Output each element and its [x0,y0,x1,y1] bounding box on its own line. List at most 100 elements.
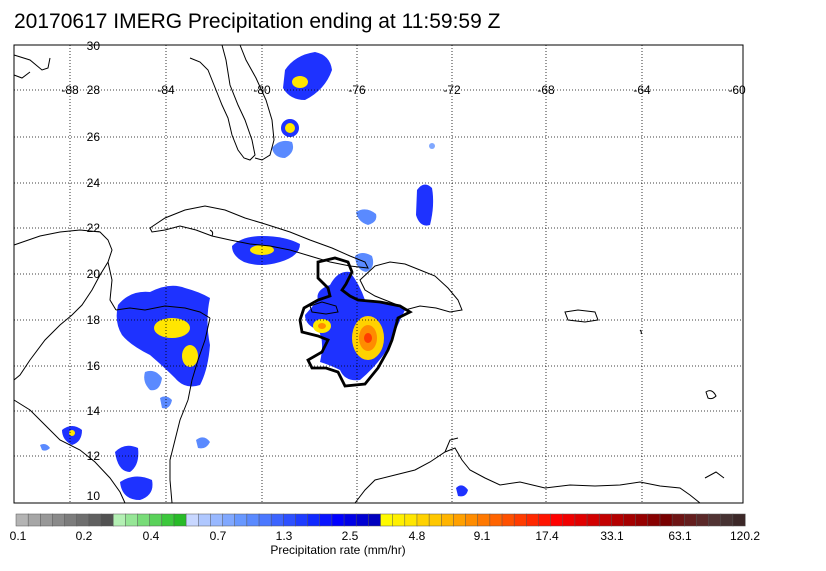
colorbar-tick: 0.2 [76,529,93,543]
colorbar-swatch [125,513,139,527]
colorbar-swatch [404,513,418,527]
colorbar-swatch [40,513,53,527]
lat-label: 22 [87,221,101,235]
lat-label: 12 [87,449,101,463]
colorbar-swatch [258,513,272,527]
lon-label: -64 [633,83,651,97]
map-frame [13,44,744,504]
colorbar-label: Precipitation rate (mm/hr) [270,543,405,557]
lon-label: -88 [61,83,79,97]
colorbar-swatch [88,513,102,527]
colorbar-swatch [416,513,430,527]
colorbar-tick-labels: 0.1 0.2 0.4 0.7 1.3 2.5 4.8 9.1 17.4 33.… [10,529,761,557]
colorbar-swatch [343,513,357,527]
colorbar-tick: 9.1 [474,529,491,543]
colorbar-swatch [52,513,66,527]
colorbar-tick: 17.4 [535,529,559,543]
colorbar-tick: 120.2 [730,529,760,543]
colorbar-swatch [477,513,491,527]
colorbar-swatch [489,513,503,527]
colorbar-swatch [696,513,710,527]
colorbar-swatch [112,513,126,527]
colorbar-swatch [501,513,515,527]
colorbar-swatch [465,513,479,527]
colorbar-swatch [319,513,333,527]
colorbar-swatch [149,513,163,527]
colorbar-tick: 0.7 [210,529,227,543]
colorbar-swatch [64,513,78,527]
precipitation-fields [40,52,468,500]
lat-label: 28 [87,83,101,97]
colorbar-swatch [526,513,539,527]
colorbar-swatch [453,513,467,527]
colorbar-swatch [355,513,369,527]
colorbar-swatch [732,513,746,527]
colorbar-swatch [234,513,248,527]
colorbar-swatch [210,513,224,527]
lon-label: -80 [253,83,271,97]
colorbar-swatch [185,513,199,527]
colorbar-swatch [659,513,673,527]
lon-label: -60 [728,83,746,97]
colorbar-swatch [283,513,296,527]
colorbar-swatch [368,513,382,527]
lon-label: -68 [537,83,555,97]
colorbar-swatch [307,513,321,527]
colorbar-swatch [684,513,697,527]
lon-label: -84 [157,83,175,97]
lat-label: 14 [87,404,101,418]
lat-label: 16 [87,359,101,373]
colorbar-swatch [137,513,151,527]
colorbar-swatch [538,513,552,527]
colorbar-swatch [428,513,442,527]
graticule [14,45,743,503]
colorbar-tick: 1.3 [276,529,293,543]
colorbar-swatch [76,513,90,527]
colorbar-swatch [550,513,564,527]
colorbar-swatch [173,513,187,527]
coastlines [13,44,725,504]
colorbar-swatch [598,513,612,527]
longitude-labels: -88 -84 -80 -76 -72 -68 -64 -60 [61,83,746,97]
colorbar-swatch [380,513,394,527]
lon-label: -72 [443,83,461,97]
colorbar-tick: 0.1 [10,529,27,543]
colorbar-swatch [161,513,175,527]
colorbar-tick: 63.1 [668,529,692,543]
colorbar-swatch [27,513,41,527]
colorbar-swatch [441,513,454,527]
colorbar-swatch [295,513,309,527]
colorbar-swatch [671,513,685,527]
lat-label: 20 [87,267,101,281]
colorbar-tick: 4.8 [409,529,426,543]
lat-label: 26 [87,130,101,144]
highlight-outline [298,256,413,388]
colorbar-swatch [562,513,576,527]
colorbar-swatch [623,513,637,527]
lon-label: -76 [348,83,366,97]
colorbar-swatch [15,513,29,527]
colorbar-swatch [635,513,649,527]
colorbar-swatch [513,513,527,527]
colorbar-swatch [574,513,588,527]
colorbar-swatch [100,513,114,527]
lat-label: 24 [87,176,101,190]
colorbar-swatch [246,513,260,527]
colorbar-swatch [331,513,345,527]
colorbar-swatch [198,513,211,527]
colorbar-tick: 0.4 [143,529,160,543]
lat-label: 10 [87,489,101,503]
colorbar-tick: 33.1 [600,529,624,543]
map-title: 20170617 IMERG Precipitation ending at 1… [14,10,501,33]
lat-label: 18 [87,313,101,327]
colorbar-swatch [611,513,625,527]
colorbar-swatch [270,513,284,527]
colorbar-swatch [392,513,406,527]
lat-label: 30 [87,39,101,53]
latitude-labels: 30 28 26 24 22 20 18 16 14 12 10 [87,39,101,503]
colorbar-swatch [720,513,734,527]
colorbar-swatch [647,513,661,527]
colorbar-swatch [586,513,600,527]
colorbar [15,513,746,527]
